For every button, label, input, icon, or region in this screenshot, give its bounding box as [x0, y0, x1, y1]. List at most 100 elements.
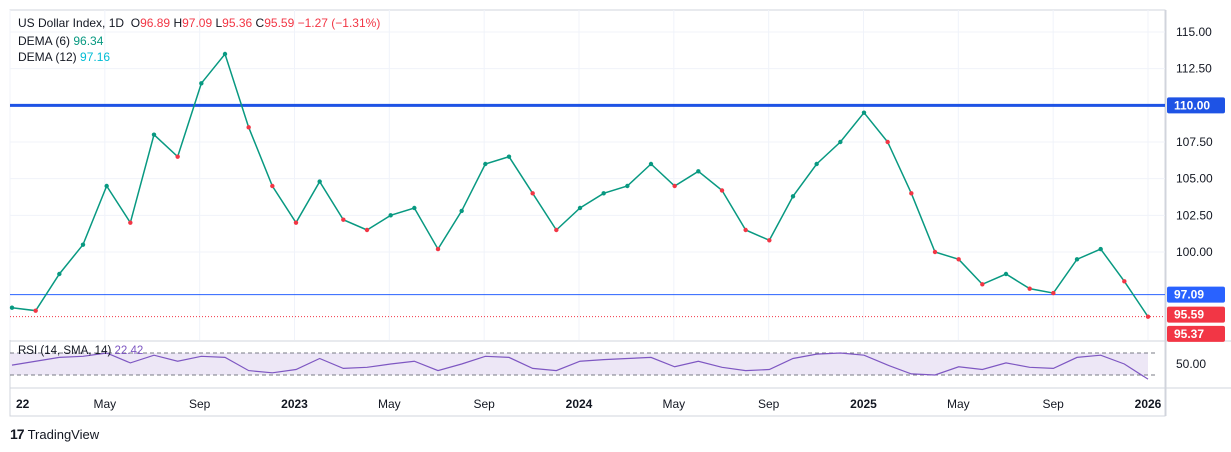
price-label-box [1167, 306, 1225, 323]
price-point [506, 154, 512, 159]
dema6-value: 96.34 [73, 34, 104, 48]
price-point [1027, 286, 1032, 291]
price-point [956, 257, 961, 262]
price-point [1145, 314, 1151, 319]
price-label-text: 95.37 [1174, 327, 1204, 341]
price-tick-label: 112.50 [1176, 62, 1212, 76]
price-point [719, 188, 725, 193]
price-point [743, 227, 748, 233]
price-point [388, 213, 393, 218]
price-tick-label: 102.50 [1176, 208, 1213, 222]
time-tick-label: Sep [758, 397, 780, 411]
rsi-band [10, 353, 1148, 375]
time-tick-label: May [378, 397, 401, 411]
brand-name: TradingView [27, 426, 100, 442]
price-point [932, 249, 938, 255]
price-point [293, 220, 299, 225]
price-point [790, 194, 796, 199]
price-point [909, 191, 914, 196]
dema12-label: DEMA (12) [18, 50, 77, 64]
price-point [199, 81, 204, 86]
price-point [1122, 279, 1127, 284]
price-point [412, 205, 417, 211]
price-point [175, 154, 180, 159]
price-label-text: 97.09 [1174, 288, 1204, 302]
price-label-box [1167, 286, 1225, 303]
price-point [814, 161, 819, 167]
time-tick-label: Sep [473, 397, 495, 411]
close-label: C [255, 16, 265, 30]
price-point [861, 110, 867, 115]
price-point [341, 217, 346, 222]
price-point [222, 51, 228, 57]
price-point [648, 161, 654, 167]
price-point [33, 308, 38, 313]
price-label-text: 110.00 [1174, 98, 1210, 112]
time-tick-label: May [662, 397, 685, 411]
change-value: −1.27 (−1.31%) [297, 16, 381, 30]
time-tick-label: May [93, 397, 116, 411]
ohlc-legend: US Dollar Index, 1D O96.89 H97.09 L95.36… [18, 15, 380, 31]
price-label-box [1167, 97, 1225, 114]
rsi-label: RSI (14, SMA, 14) [18, 345, 112, 357]
price-label-box [1167, 325, 1225, 342]
time-tick-label: 2025 [850, 397, 877, 411]
price-point [696, 169, 701, 174]
price-tick-label: 100.00 [1176, 245, 1213, 259]
open-label: O [130, 16, 141, 30]
high-value: 97.09 [182, 16, 213, 30]
price-point [672, 183, 677, 189]
price-tick-label: 115.00 [1176, 25, 1212, 39]
price-point [483, 161, 488, 167]
price-point [57, 271, 62, 277]
price-point [554, 227, 559, 233]
price-point [151, 132, 157, 137]
price-point [577, 205, 583, 211]
plot-frame [9, 9, 1166, 417]
time-tick-label: 2023 [281, 397, 308, 411]
price-point [530, 191, 535, 196]
time-tick-label: Sep [189, 397, 211, 411]
price-point [364, 227, 370, 233]
price-label-text: 95.59 [1174, 308, 1204, 322]
price-point [1074, 257, 1080, 262]
rsi-value: 22.42 [114, 345, 144, 357]
price-point [270, 183, 275, 189]
price-point [767, 238, 772, 243]
price-point [1051, 290, 1056, 296]
price-point [317, 179, 322, 184]
rsi-legend: RSI (14, SMA, 14) 22.42 [18, 345, 143, 357]
low-label: L [215, 16, 223, 30]
symbol-label: US Dollar Index, 1D [18, 16, 125, 30]
price-tick-label: 107.50 [1176, 135, 1213, 149]
price-point [885, 139, 890, 145]
time-tick-label: 2024 [566, 397, 593, 411]
price-point [980, 282, 985, 287]
tradingview-logo-icon: 17 [10, 426, 25, 442]
open-value: 96.89 [140, 16, 171, 30]
price-point [246, 125, 251, 130]
time-tick-label: 2026 [1135, 397, 1162, 411]
time-tick-label: 22 [16, 397, 30, 411]
dema12-value: 97.16 [80, 50, 111, 64]
price-tick-label: 105.00 [1176, 172, 1213, 186]
close-value: 95.59 [264, 16, 295, 30]
price-point [1003, 271, 1009, 277]
dema12-legend: DEMA (12) 97.16 [18, 49, 110, 65]
price-point [838, 139, 843, 145]
price-point [601, 191, 606, 196]
price-point [128, 220, 133, 225]
price-point [459, 208, 464, 214]
time-tick-label: Sep [1042, 397, 1064, 411]
price-point [80, 242, 86, 247]
rsi-tick-label: 50.00 [1176, 357, 1206, 371]
low-value: 95.36 [222, 16, 253, 30]
time-tick-label: May [947, 397, 970, 411]
tradingview-brand[interactable]: 17 TradingView [10, 426, 99, 442]
dema6-legend: DEMA (6) 96.34 [18, 33, 103, 49]
price-point [9, 305, 15, 310]
price-point [625, 183, 630, 189]
high-label: H [173, 16, 183, 30]
price-point [1098, 246, 1103, 252]
